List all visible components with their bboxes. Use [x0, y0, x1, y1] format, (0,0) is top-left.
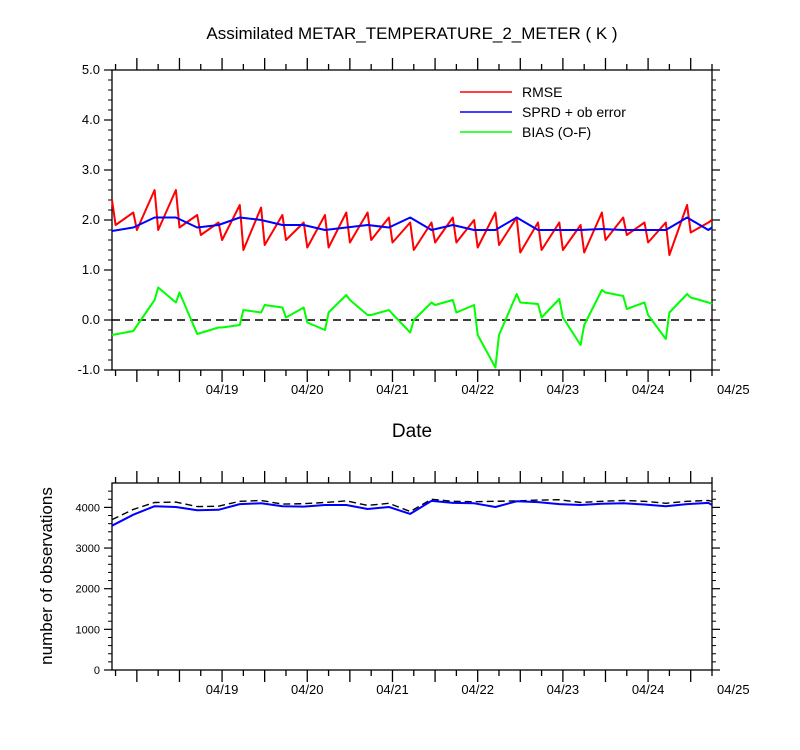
- bottom-y-axis-label: number of observations: [37, 487, 56, 665]
- series-line-0: [111, 189, 713, 256]
- x-tick-label: 04/21: [376, 682, 409, 697]
- y-tick-label: 1.0: [82, 262, 100, 277]
- y-tick-label: -1.0: [78, 362, 100, 377]
- y-tick-label: 4.0: [82, 112, 100, 127]
- y-tick-label: 0.0: [82, 312, 100, 327]
- y-tick-label: 0: [94, 665, 100, 677]
- plot-frame: [111, 482, 713, 671]
- x-tick-label: 04/24: [632, 682, 665, 697]
- y-tick-label: 2000: [76, 584, 100, 596]
- x-tick-label: 04/19: [206, 682, 239, 697]
- top-panel: 04/19 04/20 04/21 04/22 04/23 04/24 04/25 -1.0 0…: [78, 58, 750, 397]
- series-line-2: [111, 286, 713, 369]
- bottom-panel: 04/19 04/20 04/21 04/22 04/23 04/24 04/25 0 1000…: [76, 471, 750, 697]
- x-tick-label: 04/23: [547, 382, 580, 397]
- x-tick-label: 04/21: [376, 382, 409, 397]
- x-tick-label: 04/22: [461, 682, 494, 697]
- series-line-1: [111, 499, 713, 527]
- x-tick-label: 04/24: [632, 382, 665, 397]
- x-tick-label: 04/19: [206, 382, 239, 397]
- y-tick-label: 5.0: [82, 62, 100, 77]
- y-tick-label: 3000: [76, 543, 100, 555]
- x-tick-label: 04/23: [547, 682, 580, 697]
- x-tick-label: 04/20: [291, 382, 324, 397]
- legend-label: BIAS (O-F): [522, 124, 591, 140]
- x-tick-label: 04/22: [461, 382, 494, 397]
- y-tick-label: 3.0: [82, 162, 100, 177]
- chart-title: Assimilated METAR_TEMPERATURE_2_METER ( …: [206, 24, 617, 43]
- x-tick-label: 04/25: [717, 682, 750, 697]
- top-x-axis-label: Date: [392, 421, 432, 442]
- y-tick-label: 1000: [76, 624, 100, 636]
- x-tick-label: 04/20: [291, 682, 324, 697]
- y-tick-label: 4000: [76, 502, 100, 514]
- series-line-1: [111, 216, 713, 232]
- legend-label: RMSE: [522, 84, 562, 100]
- legend-label: SPRD + ob error: [522, 104, 626, 120]
- y-tick-label: 2.0: [82, 212, 100, 227]
- x-tick-label: 04/25: [717, 382, 750, 397]
